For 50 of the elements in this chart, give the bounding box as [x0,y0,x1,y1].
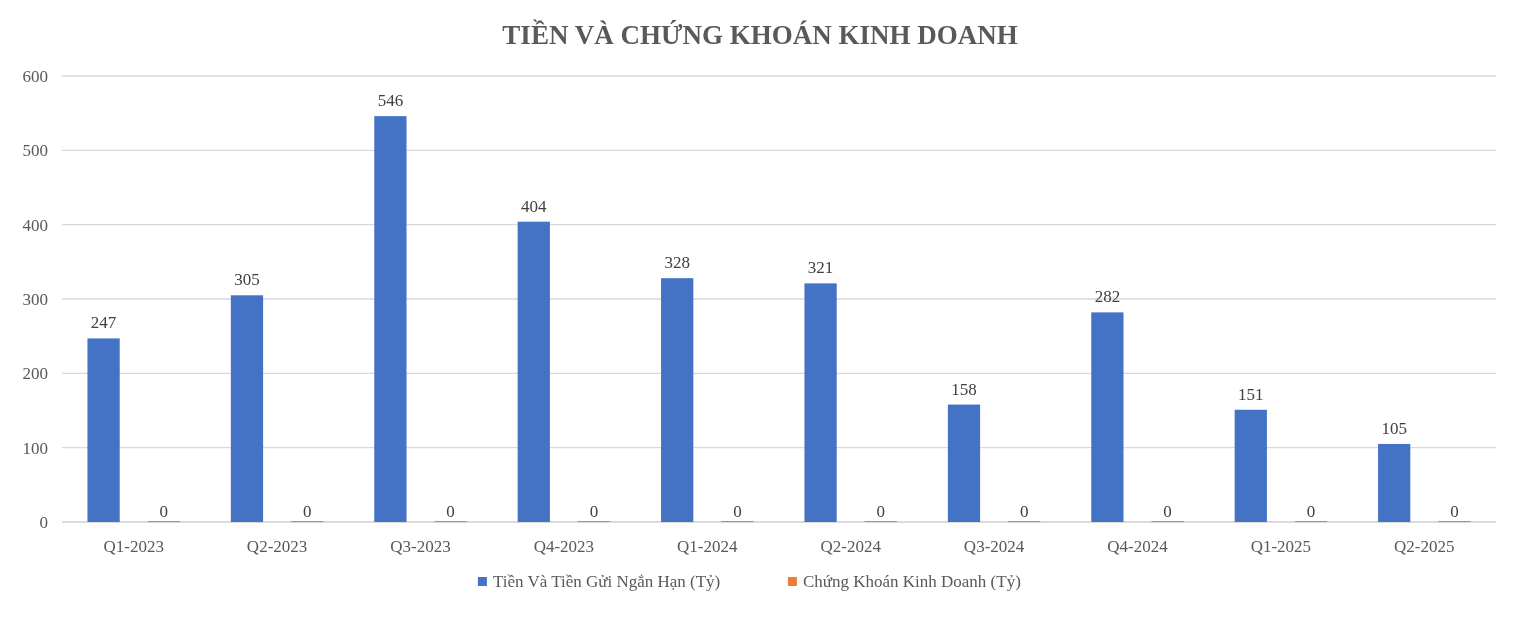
bar [661,278,694,522]
bar [374,116,407,522]
data-label: 0 [733,502,742,521]
x-tick-label: Q2-2024 [820,537,882,556]
data-label: 0 [1306,502,1316,521]
data-label: 151 [1238,384,1264,404]
x-tick-label: Q3-2024 [963,537,1025,556]
data-label: 247 [90,313,117,333]
chart-title: TIỀN VÀ CHỨNG KHOÁN KINH DOANH [502,19,1018,50]
data-label: 0 [1019,502,1029,521]
data-label: 321 [807,258,834,278]
legend-label: Tiền Và Tiền Gửi Ngắn Hạn (Tỷ) [492,572,721,591]
data-label: 546 [377,91,404,111]
data-label: 328 [664,253,690,273]
bar [517,221,550,522]
x-tick-label: Q1-2023 [103,537,164,556]
x-tick-label: Q4-2023 [533,537,595,556]
x-tick-label: Q1-2025 [1250,537,1312,556]
data-label: 0 [1450,502,1459,521]
data-label: 404 [521,196,548,216]
y-tick-label: 600 [22,67,48,86]
data-label: 105 [1381,418,1407,438]
data-label: 158 [951,379,977,399]
bar [804,283,837,522]
bar [1091,312,1124,522]
y-tick-label: 200 [22,364,48,384]
data-label: 0 [446,502,455,521]
y-tick-label: 0 [39,513,48,532]
bar [1378,443,1411,522]
bar [1234,409,1267,522]
x-tick-label: Q2-2025 [1394,537,1455,556]
data-label: 305 [234,270,260,290]
data-label: 0 [589,502,599,521]
data-label: 0 [1163,502,1172,521]
y-tick-label: 300 [22,290,48,309]
bar [87,338,120,522]
y-tick-label: 100 [22,438,48,458]
data-label: 282 [1094,287,1121,307]
x-tick-label: Q3-2023 [390,537,451,556]
x-tick-label: Q4-2024 [1107,537,1169,556]
bar [230,295,264,522]
y-tick-label: 500 [22,141,48,161]
data-label: 0 [159,502,169,521]
x-tick-label: Q1-2024 [677,537,739,556]
x-tick-label: Q2-2023 [246,537,308,556]
bar [947,404,981,522]
data-label: 0 [302,502,312,521]
y-tick-label: 400 [22,215,48,235]
legend-label: Chứng Khoán Kinh Doanh (Tỷ) [802,572,1021,591]
data-label: 0 [876,502,886,521]
